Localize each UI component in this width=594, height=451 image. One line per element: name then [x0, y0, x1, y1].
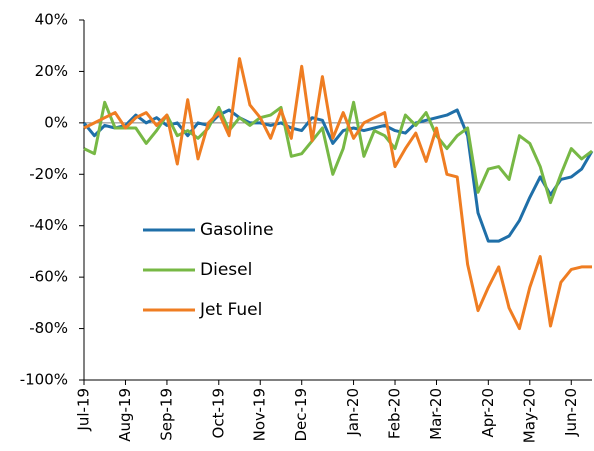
series-line — [82, 108, 594, 243]
y-tick-label: 40% — [35, 11, 68, 29]
y-tick-label: 0% — [44, 113, 68, 131]
y-tick-label: -20% — [29, 165, 68, 183]
x-tick-label: Oct-19 — [209, 388, 227, 438]
series-line — [83, 57, 592, 331]
x-tick-label: Jan-20 — [344, 388, 362, 437]
x-tick-label: Feb-20 — [386, 388, 404, 439]
y-tick-label: -40% — [29, 216, 68, 234]
legend-label: Gasoline — [200, 220, 274, 240]
x-tick-label: Aug-19 — [116, 388, 134, 442]
x-tick-label: Jun-20 — [562, 388, 580, 437]
y-tick-label: -80% — [29, 319, 68, 337]
x-tick-label: May-20 — [520, 388, 538, 443]
x-tick-label: Nov-19 — [251, 388, 269, 441]
x-tick-label: Jul-19 — [75, 388, 93, 432]
x-tick-label: Apr-20 — [479, 388, 497, 438]
x-tick-label: Mar-20 — [427, 388, 445, 440]
series-line — [83, 100, 593, 205]
y-tick-label: -100% — [20, 371, 68, 389]
x-tick-label: Sep-19 — [157, 388, 175, 441]
y-tick-label: -60% — [29, 268, 68, 286]
y-tick-label: 20% — [35, 62, 68, 80]
x-tick-label: Dec-19 — [292, 388, 310, 442]
legend-label: Jet Fuel — [199, 300, 262, 320]
legend-label: Diesel — [200, 260, 252, 280]
